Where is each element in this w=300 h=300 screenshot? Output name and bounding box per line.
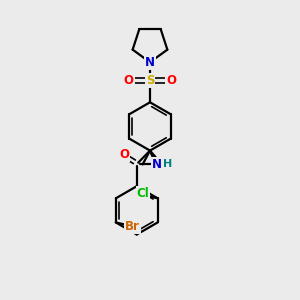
Text: O: O: [124, 74, 134, 87]
Text: O: O: [166, 74, 176, 87]
Text: Br: Br: [125, 220, 140, 233]
Text: Cl: Cl: [136, 188, 149, 200]
Text: O: O: [119, 148, 129, 160]
Text: N: N: [145, 56, 155, 69]
Text: N: N: [152, 158, 161, 171]
Text: H: H: [163, 159, 172, 169]
Text: S: S: [146, 74, 154, 87]
